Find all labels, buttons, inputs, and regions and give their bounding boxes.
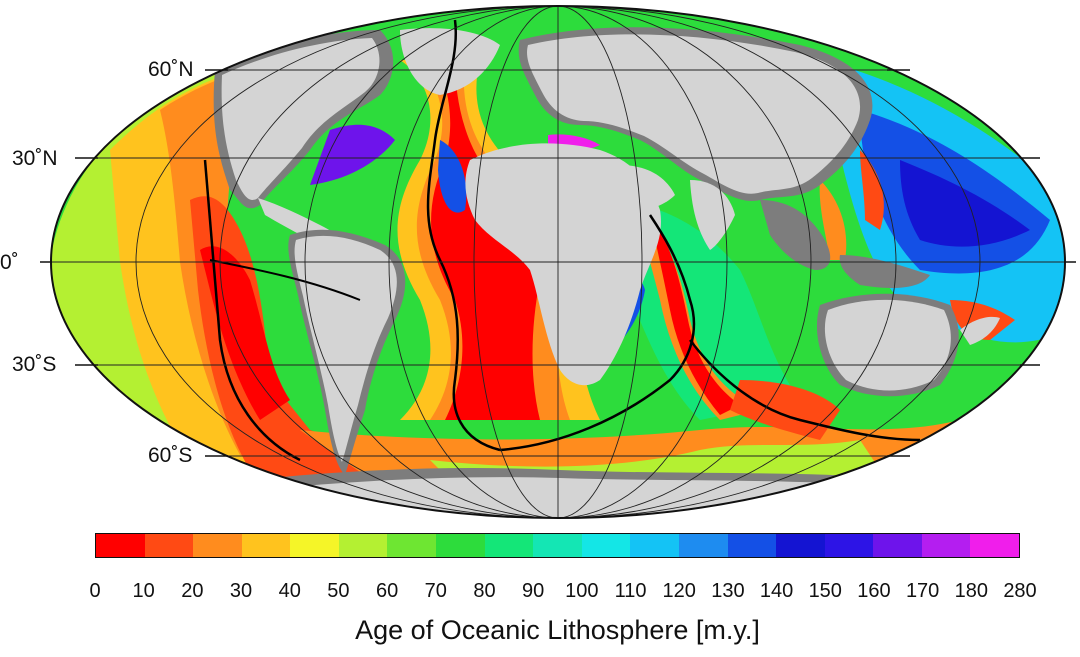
colorbar-swatch bbox=[873, 534, 922, 557]
colorbar-swatch bbox=[193, 534, 242, 557]
colorbar-swatch bbox=[484, 534, 534, 557]
colorbar-swatch bbox=[241, 534, 291, 557]
colorbar-swatch bbox=[387, 534, 437, 557]
colorbar-swatch bbox=[824, 534, 874, 557]
colorbar-tick-label: 10 bbox=[132, 580, 155, 602]
colorbar-swatch bbox=[727, 534, 777, 557]
colorbar-tick-label: 110 bbox=[614, 580, 647, 602]
colorbar-tick-label: 40 bbox=[278, 580, 301, 602]
colorbar-tick-label: 140 bbox=[759, 580, 794, 602]
colorbar-swatch bbox=[533, 534, 582, 557]
colorbar-swatch bbox=[144, 534, 194, 557]
colorbar-tick-label: 160 bbox=[857, 580, 891, 602]
lat-label-equator: 0˚ bbox=[0, 251, 19, 274]
colorbar-tick-label: 20 bbox=[181, 580, 204, 602]
colorbar-tick-label: 150 bbox=[808, 580, 842, 602]
colorbar-tick-label: 50 bbox=[327, 580, 350, 602]
colorbar-swatch bbox=[96, 534, 145, 557]
colorbar-tick-label: 130 bbox=[711, 580, 745, 602]
age-of-oceanic-lithosphere-map bbox=[40, 5, 1076, 519]
colorbar-tick-label: 70 bbox=[424, 580, 447, 602]
colorbar-tick-label: 120 bbox=[662, 580, 696, 602]
colorbar-title: Age of Oceanic Lithosphere [m.y.] bbox=[355, 615, 760, 645]
colorbar-tick-label: 100 bbox=[565, 580, 599, 602]
colorbar-swatch bbox=[678, 534, 728, 557]
colorbar-tick-label: 280 bbox=[1003, 580, 1037, 602]
colorbar-swatch bbox=[338, 534, 388, 557]
lat-label-60n: 60˚N bbox=[148, 58, 194, 81]
colorbar-swatch bbox=[290, 534, 339, 557]
colorbar-tick-label: 30 bbox=[229, 580, 253, 602]
colorbar-swatch bbox=[921, 534, 971, 557]
age-colorbar bbox=[95, 533, 1020, 558]
colorbar-tick-labels: 0 10 20 30 40 50 60 70 80 90 100 110 120 130 140 150 160… bbox=[0, 580, 1080, 604]
lat-label-30n: 30˚N bbox=[12, 147, 58, 170]
colorbar-swatch bbox=[630, 534, 679, 557]
colorbar-tick-label: 90 bbox=[522, 580, 545, 602]
colorbar-swatch bbox=[581, 534, 631, 557]
colorbar-swatch bbox=[436, 534, 485, 557]
colorbar-swatch bbox=[970, 534, 1019, 557]
colorbar-tick-label: 170 bbox=[905, 580, 940, 602]
colorbar-tick-label: 60 bbox=[375, 580, 399, 602]
colorbar-tick-label: 80 bbox=[473, 580, 496, 602]
colorbar-swatch bbox=[776, 534, 825, 557]
colorbar-tick-label: 0 bbox=[89, 580, 101, 602]
lat-label-60s: 60˚S bbox=[148, 444, 193, 467]
lat-label-30s: 30˚S bbox=[12, 353, 57, 376]
colorbar-tick-label: 180 bbox=[954, 580, 988, 602]
